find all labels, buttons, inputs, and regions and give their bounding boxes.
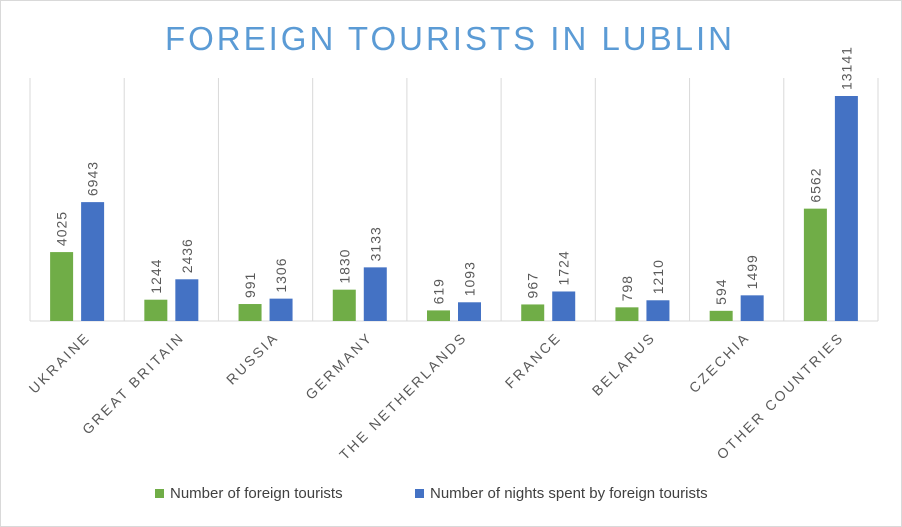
data-label: 991 [242, 272, 258, 298]
legend-item-tourists: Number of foreign tourists [155, 485, 343, 502]
bar-tourists [521, 304, 545, 321]
category-tick-label: UKRAINE [26, 329, 94, 397]
bar-nights [646, 300, 670, 321]
data-label: 1499 [744, 254, 760, 289]
category-tick-label: FRANCE [502, 329, 565, 392]
bar-nights [740, 295, 764, 321]
data-label: 967 [525, 272, 541, 298]
data-label: 1244 [148, 259, 164, 294]
bar-tourists [332, 289, 356, 321]
gridlines [29, 78, 879, 322]
bar-nights [552, 291, 576, 321]
bar-tourists [427, 310, 450, 321]
category-tick-label: BELARUS [589, 329, 659, 399]
data-label: 1093 [462, 261, 478, 296]
legend-swatch-green [155, 489, 164, 498]
data-label: 1830 [336, 249, 352, 284]
bar-tourists [144, 299, 168, 321]
bar-nights [458, 302, 481, 321]
data-label: 2436 [179, 238, 195, 273]
data-label: 3133 [367, 226, 383, 261]
data-label: 1306 [273, 257, 289, 292]
data-label: 594 [713, 278, 729, 304]
category-tick-label: GREAT BRITAIN [79, 329, 188, 438]
category-tick-label: CZECHIA [686, 329, 753, 396]
category-tick-label: GERMANY [302, 329, 376, 403]
data-label: 619 [431, 278, 447, 304]
bar-nights [834, 96, 858, 321]
legend-swatch-blue [415, 489, 424, 498]
data-label: 6562 [807, 167, 823, 202]
bar-nights [269, 298, 293, 321]
data-labels: 4025 6943 1244 2436 991 1306 1830 3133 619 1093 96… [54, 46, 855, 305]
bar-tourists [238, 304, 262, 321]
legend-label-tourists: Number of foreign tourists [170, 485, 343, 502]
legend-label-nights: Number of nights spent by foreign touris… [430, 485, 708, 502]
bars [50, 96, 858, 321]
data-label: 6943 [85, 161, 101, 196]
data-label: 1210 [650, 259, 666, 294]
legend-item-nights: Number of nights spent by foreign touris… [415, 485, 708, 502]
bar-nights [363, 267, 387, 321]
bar-tourists [615, 307, 639, 321]
bar-tourists [50, 252, 74, 321]
data-label: 1724 [556, 250, 572, 285]
data-label: 4025 [54, 211, 70, 246]
chart-title: FOREIGN TOURISTS IN LUBLIN [164, 20, 736, 57]
bar-tourists [803, 208, 827, 321]
category-tick-label: RUSSIA [223, 329, 282, 388]
bar-nights [81, 202, 105, 321]
bar-nights [175, 279, 199, 321]
data-label: 13141 [838, 46, 854, 90]
data-label: 798 [619, 275, 635, 301]
bar-tourists [709, 310, 733, 321]
